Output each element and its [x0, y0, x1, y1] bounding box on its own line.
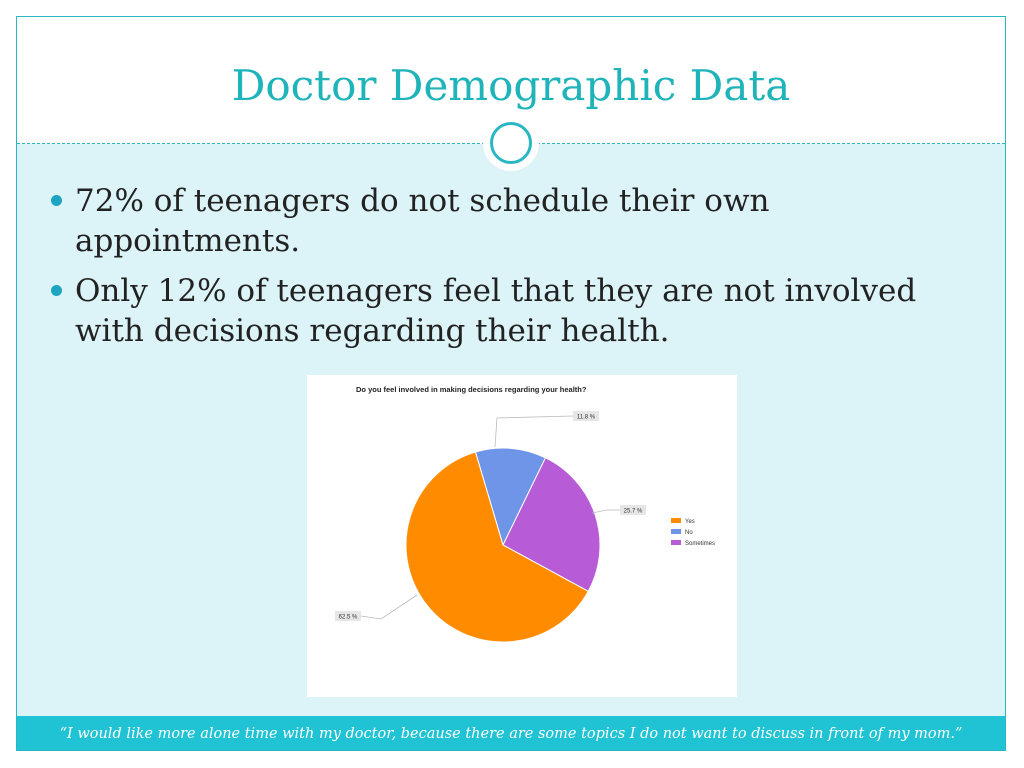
bullet-text: 72% of teenagers do not schedule their o… — [75, 183, 770, 259]
bullet-text: Only 12% of teenagers feel that they are… — [75, 273, 917, 349]
leader-line — [494, 415, 574, 448]
data-label: 25.7 % — [624, 509, 643, 515]
bullet-dot-icon — [51, 195, 62, 206]
pie-slice-no — [474, 447, 547, 547]
slide: Doctor Demographic Data 72% of teenagers… — [16, 16, 1006, 751]
bullet-item: Only 12% of teenagers feel that they are… — [49, 271, 989, 351]
data-labels: 11.8 % 25.7 % 62.5 % — [335, 411, 646, 621]
data-label-box — [335, 611, 361, 621]
legend-swatch — [671, 529, 681, 534]
data-label: 11.8 % — [577, 415, 596, 421]
chart-panel: Do you feel involved in making decisions… — [307, 375, 737, 697]
bullet-list: 72% of teenagers do not schedule their o… — [49, 181, 989, 361]
data-label-box — [573, 411, 599, 421]
leader-line — [360, 594, 418, 620]
slide-title: Doctor Demographic Data — [231, 61, 791, 110]
divider-circle-icon — [483, 115, 539, 171]
legend-label: No — [685, 530, 693, 536]
legend-swatch — [671, 518, 681, 523]
data-label: 62.5 % — [339, 615, 358, 621]
data-label-box — [620, 505, 646, 515]
legend-swatch — [671, 540, 681, 545]
legend-label: Sometimes — [685, 541, 715, 547]
pie-slice-yes — [405, 451, 589, 643]
divider-ring — [490, 122, 532, 164]
chart-title: Do you feel involved in making decisions… — [356, 385, 587, 394]
legend-label: Yes — [685, 519, 695, 525]
leader-line — [591, 509, 620, 514]
bullet-item: 72% of teenagers do not schedule their o… — [49, 181, 989, 261]
footer-quote: “I would like more alone time with my do… — [17, 716, 1005, 750]
chart-legend: Yes No Sometimes — [671, 518, 715, 547]
pie-slices — [405, 447, 601, 643]
pie-chart: Do you feel involved in making decisions… — [335, 385, 715, 643]
bullet-dot-icon — [51, 285, 62, 296]
